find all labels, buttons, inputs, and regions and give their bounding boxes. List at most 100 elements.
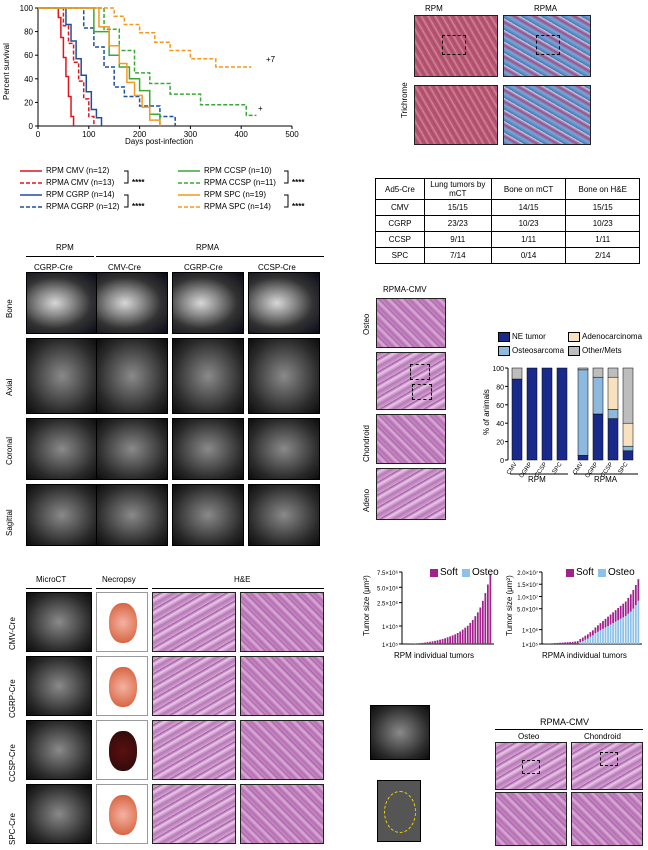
bottom-title: RPMA-CMV (540, 717, 589, 727)
ct-image (96, 272, 168, 334)
tumor-bar-osteo (607, 626, 609, 644)
stacked-segment (526, 367, 538, 461)
tumor-bar-soft (614, 610, 617, 622)
y-tick-label: 5.0×10⁶ (377, 585, 399, 592)
table-cell: 14/15 (490, 199, 567, 216)
y-tick-label: 20 (24, 98, 33, 107)
trichrome-col-label: RPM (425, 4, 443, 13)
tumor-bar-soft (609, 614, 612, 625)
legend-item: RPM CMV (n=12) (46, 166, 110, 175)
tumor-bar-osteo (627, 613, 630, 644)
lower-header: MicroCT (36, 575, 67, 584)
he-image (152, 784, 236, 844)
significance-bracket (124, 170, 129, 184)
tumor-bar-osteo (617, 620, 620, 644)
tumor-bar-soft (627, 597, 630, 614)
ct-image (26, 272, 98, 334)
ct-row-label: Coronal (5, 436, 14, 465)
stacked-group-label: RPM (528, 475, 546, 484)
ct-group-label: RPMA (196, 243, 220, 252)
ct-image (172, 338, 244, 414)
stacked-segment (577, 455, 589, 461)
legend-item: RPMA CMV (n=13) (46, 178, 115, 187)
legend-label: Osteo (472, 567, 499, 578)
inset-box (412, 384, 432, 400)
lower-header: Necropsy (102, 575, 136, 584)
tumor-bar-soft (484, 593, 487, 644)
legend-swatch (568, 332, 580, 342)
table-cell: 10/23 (565, 215, 640, 232)
legend-swatch (462, 569, 470, 577)
y-tick-label: 1×10⁵ (382, 624, 399, 631)
lower-row-label: CCSP-Cre (8, 744, 17, 782)
tumor-bar-soft (444, 638, 446, 644)
tumor-bar-soft (594, 627, 597, 634)
tumor-bar-soft (584, 635, 587, 640)
y-tick-label: 1.5×10⁷ (517, 582, 538, 589)
histo-row-label: Osteo (362, 313, 371, 335)
ct-image (248, 338, 320, 414)
y-tick-label: 1×10⁵ (382, 642, 399, 649)
tumor-bar-soft (454, 634, 457, 644)
y-tick-label: 40 (24, 75, 33, 84)
tumor-bar-osteo (612, 623, 614, 644)
tumor-bar-osteo (637, 600, 640, 644)
legend-item: RPM CCSP (n=10) (204, 166, 272, 175)
legend-item: RPM CGRP (n=14) (46, 190, 115, 199)
ct-image (26, 484, 98, 546)
y-tick-label: 2.0×10⁷ (517, 570, 538, 577)
tumor-bar-soft (486, 584, 489, 644)
survival-xlabel: Days post-infection (125, 137, 194, 146)
table-header-row: Ad5-Cre Lung tumors by mCT Bone on mCT B… (375, 178, 640, 200)
significance-stars: **** (292, 178, 305, 187)
survival-curve (38, 7, 95, 126)
legend-swatch (566, 569, 574, 577)
microct-image (26, 784, 92, 844)
ct-row-label: Sagittal (5, 509, 14, 536)
tumor-bar-soft (579, 638, 582, 643)
survival-curve (38, 7, 161, 126)
histo-row-label: Chondroid (362, 425, 371, 462)
tumor-bar-soft (551, 643, 554, 644)
lower-row-label: SPC-Cre (8, 812, 17, 845)
inset-box (410, 364, 430, 380)
legend-label: Other/Mets (582, 346, 622, 355)
tumor-bar-soft (619, 605, 622, 619)
tumor-bar-osteo (629, 611, 632, 644)
chondroid-high (571, 792, 643, 846)
legend-label: Soft (440, 567, 458, 578)
table-cell: 2/14 (565, 247, 640, 264)
necropsy-image (96, 720, 148, 780)
stacked-group-label: RPMA (594, 475, 618, 484)
tumor-bar-soft (561, 642, 564, 644)
survival-curve (38, 7, 176, 126)
y-tick-label: 0 (29, 122, 34, 131)
tumor-bar-soft (469, 622, 472, 644)
ct-axial-image (370, 705, 430, 760)
tumor-bar-osteo (597, 631, 599, 644)
table-cell: 23/23 (423, 215, 492, 232)
tumor-bar-soft (556, 642, 559, 644)
tumor-bar-soft (597, 625, 599, 632)
tumor-bar-osteo (632, 608, 635, 644)
legend-label: Soft (576, 567, 594, 578)
inset-box (522, 760, 540, 774)
microct-image (26, 656, 92, 716)
inset-box (442, 35, 466, 55)
histo-adeno (376, 468, 446, 520)
tumor-bar-osteo (614, 621, 617, 644)
ct-image (96, 484, 168, 546)
table-header-cell: Lung tumors by mCT (423, 178, 492, 200)
tumor-bar-soft (604, 618, 607, 628)
tumor-bar-osteo (579, 642, 582, 644)
table-row: CCSP 9/11 1/11 1/11 (375, 231, 640, 248)
ct-col-label: CMV-Cre (108, 263, 141, 272)
histo-osteo (376, 298, 446, 348)
y-tick-label: 80 (24, 28, 33, 37)
table-row: CMV 15/15 14/15 15/15 (375, 199, 640, 216)
ct-image (172, 272, 244, 334)
y-tick-label: 20 (496, 440, 504, 447)
legend-lines (20, 170, 289, 208)
stacked-segment (607, 367, 619, 378)
